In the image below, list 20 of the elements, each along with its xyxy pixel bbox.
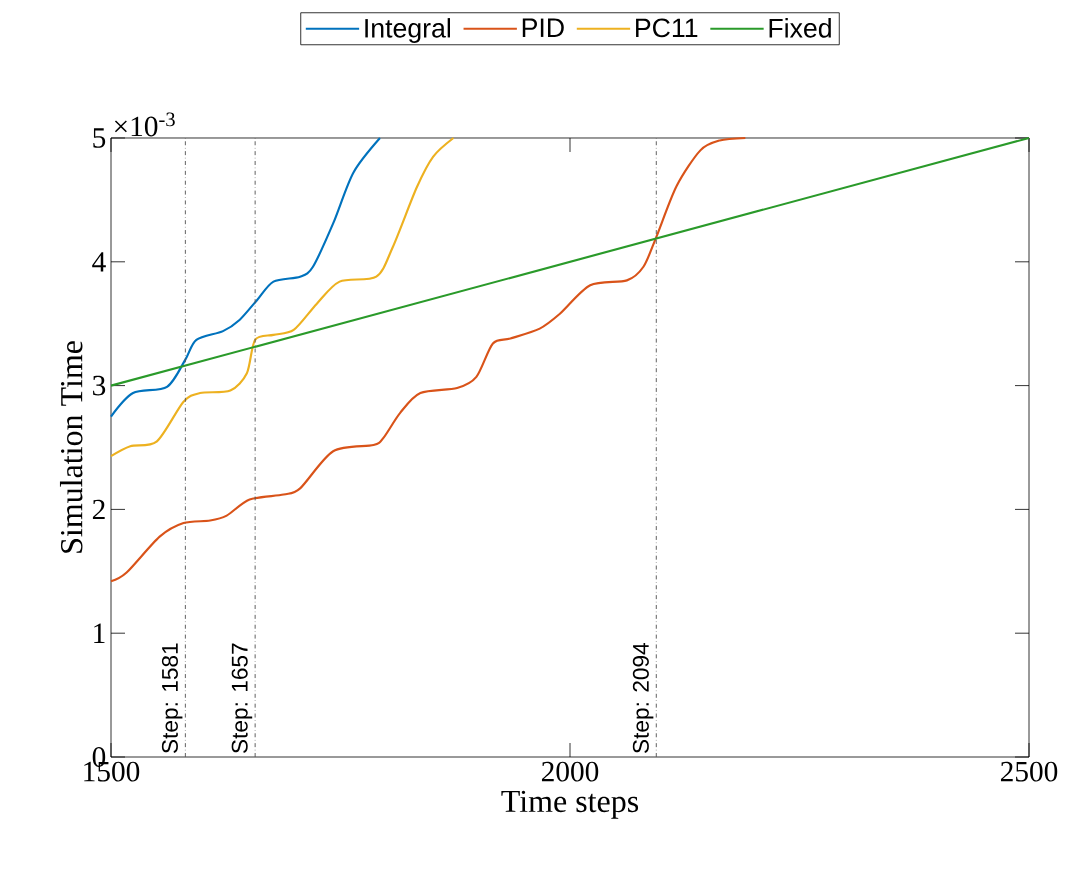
ref-line-label: Step: 1581: [161, 643, 183, 754]
line-series: [109, 136, 747, 583]
y-tick-label: 5: [93, 128, 106, 148]
ref-line-label: Step: 1657: [231, 643, 253, 754]
x-axis-title: Time steps: [501, 790, 639, 819]
legend-label: Integral: [365, 18, 451, 43]
ref-line-label: Step: 2094: [632, 643, 654, 754]
y-tick-label: 4: [92, 252, 106, 272]
text: ×10$^{-3}$: [114, 112, 175, 137]
line-series: [109, 136, 382, 418]
legend-label: Fixed: [769, 18, 831, 38]
line-series: [109, 136, 455, 458]
legend-label: PC11: [636, 18, 698, 38]
x-tick-label: 2000: [541, 761, 599, 782]
y-tick-label: 1: [94, 623, 105, 643]
legend-label: PID: [522, 18, 564, 37]
x-tick-label: 2500: [1000, 761, 1058, 782]
y-tick-label: 2: [92, 499, 105, 520]
y-tick-label: 3: [93, 375, 106, 396]
y-axis-title: Simulation Time: [59, 341, 83, 553]
